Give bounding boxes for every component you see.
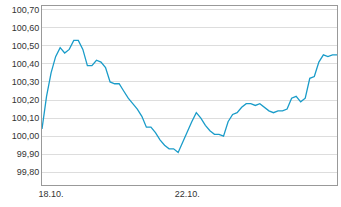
svg-text:99,90: 99,90 [17,149,40,159]
svg-text:100,60: 100,60 [12,23,40,33]
svg-text:100,50: 100,50 [12,41,40,51]
svg-text:100,20: 100,20 [12,95,40,105]
svg-text:100,40: 100,40 [12,59,40,69]
svg-text:22.10.: 22.10. [175,189,200,199]
svg-text:100,30: 100,30 [12,77,40,87]
svg-text:18.10.: 18.10. [39,189,64,199]
svg-text:100,10: 100,10 [12,113,40,123]
svg-text:100,70: 100,70 [12,5,40,15]
svg-text:99,80: 99,80 [17,167,40,177]
svg-text:100,00: 100,00 [12,131,40,141]
